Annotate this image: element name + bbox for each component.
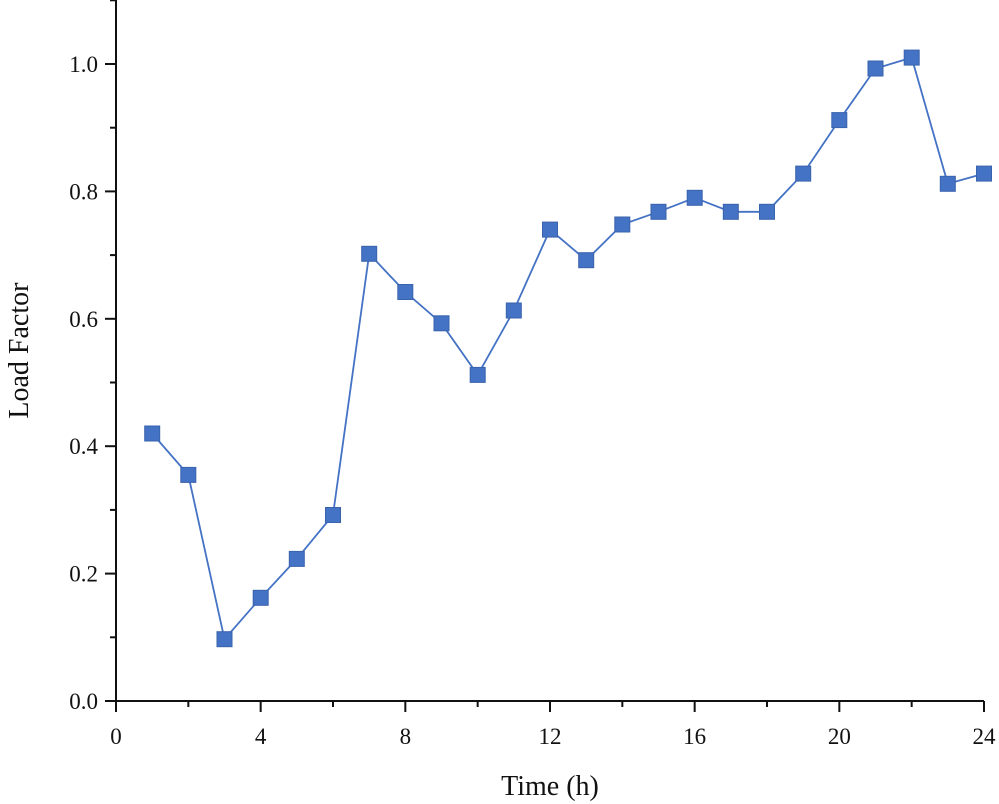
y-axis-title: Load Factor: [4, 282, 35, 419]
data-point-marker: [180, 466, 197, 483]
x-tick-label: 16: [683, 724, 706, 749]
y-tick-label: 0.4: [69, 434, 98, 459]
data-point-marker: [216, 631, 233, 648]
data-point-marker: [831, 112, 848, 129]
data-point-marker: [325, 507, 341, 523]
series-group: [144, 49, 992, 648]
data-point-marker: [433, 315, 450, 332]
data-point-marker: [288, 550, 305, 567]
axes: [115, 0, 984, 702]
data-point-marker: [939, 175, 956, 192]
x-tick-label: 8: [400, 724, 412, 749]
data-point-marker: [542, 221, 558, 238]
data-point-marker: [397, 284, 414, 300]
data-point-marker: [144, 425, 161, 442]
x-tick-label: 20: [828, 724, 851, 749]
x-axis-ticks: 0 4 8 12 16 20 24: [110, 701, 996, 749]
y-tick-label: 0.6: [69, 307, 98, 332]
data-point-marker: [505, 302, 522, 319]
data-point-marker: [252, 589, 269, 606]
x-tick-label: 4: [255, 724, 267, 749]
data-point-marker: [976, 165, 992, 182]
data-point-marker: [578, 252, 595, 269]
y-tick-label: 0.2: [69, 562, 98, 587]
data-point-marker: [903, 49, 920, 66]
y-tick-label: 0.0: [69, 689, 98, 714]
x-tick-label: 12: [539, 724, 562, 749]
data-point-marker: [722, 203, 739, 220]
x-tick-label: 24: [973, 724, 997, 749]
data-point-marker: [686, 189, 703, 206]
data-point-marker: [361, 245, 378, 262]
y-tick-label: 1.0: [69, 52, 98, 77]
data-point-marker: [867, 60, 884, 77]
data-point-marker: [614, 216, 631, 233]
data-point-marker: [759, 203, 775, 220]
data-point-marker: [469, 366, 486, 383]
series-line: [151, 56, 985, 642]
y-tick-label: 0.8: [69, 179, 98, 204]
data-point-marker: [650, 203, 667, 220]
x-tick-label: 0: [110, 724, 122, 749]
y-axis-ticks: 0.0 0.2 0.4 0.6 0.8 1.0: [69, 0, 116, 714]
x-axis-title: Time (h): [501, 771, 599, 802]
data-point-marker: [795, 165, 812, 182]
